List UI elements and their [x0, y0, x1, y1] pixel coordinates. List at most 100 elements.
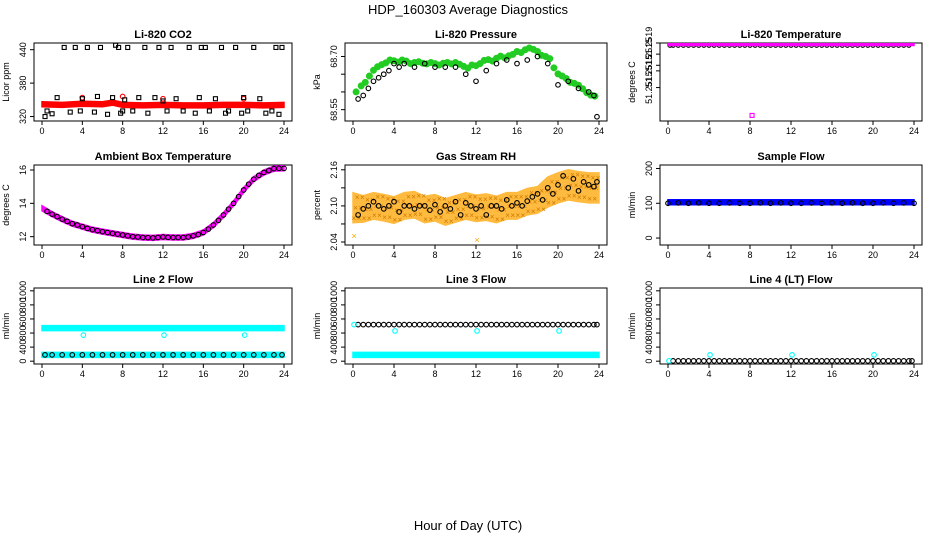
data-point: [565, 185, 572, 191]
data-point: [49, 211, 55, 218]
data-point: [870, 357, 876, 364]
chart-title: Ambient Box Temperature: [95, 151, 232, 163]
data-point: ×: [570, 170, 575, 179]
data-point: [844, 357, 851, 364]
data-point: ×: [422, 191, 427, 200]
marks: [41, 165, 287, 242]
x-tick-label: 0: [350, 126, 355, 136]
data-point: [99, 352, 106, 358]
data-point: [534, 191, 541, 197]
data-point: ×: [596, 173, 601, 182]
data-point: ×: [355, 193, 360, 202]
data-point: [142, 44, 148, 51]
data-point: [84, 225, 91, 232]
data-point: ×: [474, 235, 479, 245]
data-point: [707, 352, 713, 358]
data-point: ×: [536, 205, 541, 214]
data-point: [731, 357, 738, 364]
y-axis-label: ml/min: [312, 313, 322, 340]
data-point: [360, 92, 367, 99]
data-point: [380, 206, 387, 212]
data-point: [67, 109, 73, 115]
data-point: [370, 198, 377, 205]
data-point: ×: [577, 193, 582, 202]
data-point: [594, 321, 600, 328]
data-point: [205, 226, 212, 233]
data-point: [829, 200, 835, 206]
data-point: [360, 206, 367, 212]
data-point: [380, 321, 387, 328]
data-point: ×: [464, 211, 469, 220]
data-point: ×: [505, 211, 510, 220]
data-point: [890, 200, 897, 207]
data-point: [156, 44, 162, 51]
data-point: [411, 206, 418, 212]
data-point: [220, 212, 227, 218]
data-point: [215, 217, 222, 224]
data-point: [503, 321, 510, 328]
data-point: [550, 321, 556, 328]
data-point: [594, 178, 600, 185]
y-tick-label: 800: [644, 297, 654, 312]
data-point: [473, 206, 479, 212]
y-axis-label: degrees C: [1, 184, 11, 226]
data-point: [180, 108, 186, 114]
data-point: ×: [510, 211, 515, 220]
data-point: [777, 200, 784, 206]
x-tick-label: 16: [198, 250, 208, 260]
data-point: ×: [440, 204, 445, 213]
data-point: ×: [449, 217, 454, 226]
x-tick-label: 24: [594, 250, 604, 260]
data-point: [225, 108, 232, 114]
data-point: [119, 232, 126, 238]
y-axis-label: ml/min: [1, 313, 11, 340]
data-point: [565, 321, 572, 328]
data-point: [478, 321, 484, 328]
x-tick-label: 4: [80, 126, 85, 136]
x-tick-label: 12: [471, 126, 481, 136]
data-point: [675, 200, 682, 206]
data-point: [119, 352, 126, 358]
data-point: [762, 357, 769, 364]
data-point: [909, 357, 915, 364]
data-point: [276, 111, 282, 117]
marks: [665, 198, 917, 207]
data-point: [80, 332, 87, 338]
data-point: [591, 92, 597, 99]
data-point: [190, 232, 197, 239]
data-point: [839, 357, 846, 364]
data-point: ×: [382, 213, 387, 222]
x-tick-label: 20: [868, 250, 878, 260]
data-point: ×: [498, 196, 503, 205]
data-point: [241, 95, 247, 101]
data-point: [206, 108, 212, 114]
data-band: [41, 99, 285, 109]
marks: [351, 321, 600, 359]
data-point: ×: [434, 213, 439, 222]
data-point: [391, 321, 397, 328]
chart-title: Li-820 Pressure: [435, 29, 517, 41]
x-tick-label: 12: [158, 250, 168, 260]
data-point: [539, 197, 546, 203]
data-point: ×: [531, 207, 536, 216]
data-point: [260, 352, 267, 358]
data-point: [550, 64, 558, 72]
data-point: [539, 321, 546, 328]
data-point: ×: [509, 193, 514, 202]
data-point: [544, 185, 551, 191]
x-tick-label: 8: [747, 369, 752, 379]
data-point: ×: [594, 184, 599, 193]
data-point: [493, 321, 500, 328]
data-point: [575, 188, 582, 194]
data-point: ×: [456, 205, 461, 214]
data-point: ×: [562, 194, 567, 203]
data-point: [240, 352, 247, 358]
chart-title: Line 3 Flow: [446, 274, 506, 286]
data-point: [64, 218, 71, 225]
data-point: ×: [423, 215, 428, 224]
data-point: [818, 200, 825, 207]
data-point: [824, 357, 830, 364]
data-point: [483, 321, 490, 328]
data-point: [473, 321, 479, 328]
data-point: ×: [502, 206, 507, 215]
